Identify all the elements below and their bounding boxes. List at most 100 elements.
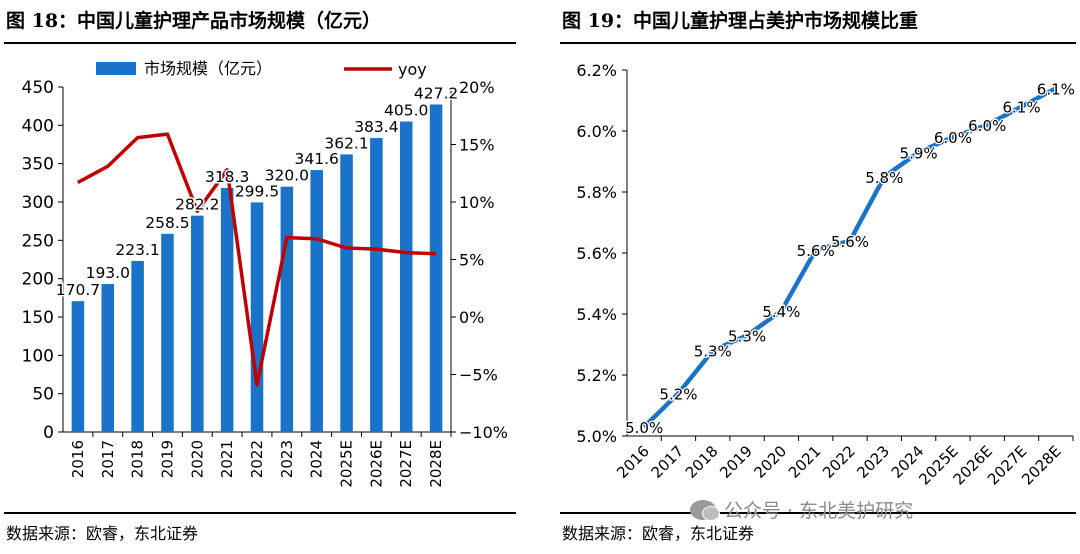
left-figure-title: 图 18：中国儿童护理产品市场规模（亿元） xyxy=(6,10,382,32)
left-y-tick-label: 0 xyxy=(43,423,54,443)
x-tick-label-2020: 2020 xyxy=(188,440,206,478)
share-point-2018 xyxy=(712,350,714,352)
bar-2020 xyxy=(191,215,204,432)
right-bottom-rule xyxy=(560,512,1076,514)
share-point-2026E xyxy=(986,124,988,126)
share-point-2020 xyxy=(780,310,782,312)
bar-label-2027E: 405.0 xyxy=(384,102,428,120)
share-label-2025E: 6.0% xyxy=(934,129,972,147)
share-label-2027E: 6.1% xyxy=(1002,99,1040,117)
bar-2025E xyxy=(340,154,353,432)
bar-label-2023: 320.0 xyxy=(265,167,309,185)
bar-2024 xyxy=(310,170,323,432)
left-figure-panel: 图 18：中国儿童护理产品市场规模（亿元） 0 50 100 150 200 250 300… xyxy=(4,10,516,543)
share-label-2019: 5.3% xyxy=(728,327,766,345)
share-point-2021 xyxy=(815,249,817,251)
right-y-tick-label: −10% xyxy=(459,423,508,442)
right-title-rule xyxy=(560,42,1076,44)
yoy-point-2017 xyxy=(107,165,109,167)
left-y-tick-label: 300 xyxy=(22,193,54,213)
share-label-2021: 5.6% xyxy=(797,242,835,260)
left-y-tick-label: 450 xyxy=(22,78,54,98)
left-chart: 0 50 100 150 200 250 300 350 400 450 −10% −5% 0% 5% 10… xyxy=(22,59,508,488)
share-point-2024 xyxy=(918,151,920,153)
x-tick-label-2022: 2022 xyxy=(248,440,266,478)
x-tick-label-2019: 2019 xyxy=(158,440,176,478)
x-tick-label-2024: 2024 xyxy=(308,440,326,478)
bar-2016 xyxy=(71,301,85,432)
left-y-tick-label: 400 xyxy=(22,116,54,136)
wechat-icon xyxy=(690,500,720,521)
x-tick-label-2025E: 2025E xyxy=(338,440,356,488)
y-tick-label: 5.6% xyxy=(576,244,617,263)
bar-2019 xyxy=(161,233,174,432)
x-tick-label-2018: 2018 xyxy=(129,440,147,478)
right-y-tick-label: 20% xyxy=(459,78,495,97)
x-tick-label-2018: 2018 xyxy=(682,442,722,482)
bar-2026E xyxy=(370,138,383,432)
share-point-2019 xyxy=(746,334,748,336)
x-tick-label-2017: 2017 xyxy=(648,442,688,482)
share-label-2020: 5.4% xyxy=(762,303,800,321)
y-tick-label: 5.4% xyxy=(576,305,617,324)
x-tick-label-2026E: 2026E xyxy=(367,440,385,488)
x-tick-label-2016: 2016 xyxy=(613,442,653,482)
x-tick-label-2023: 2023 xyxy=(278,440,296,478)
share-point-2028E xyxy=(1055,87,1057,89)
share-point-2023 xyxy=(883,176,885,178)
share-line xyxy=(642,86,1057,429)
y-tick-label: 6.2% xyxy=(576,61,617,80)
right-y-tick-label: 0% xyxy=(459,308,484,327)
legend-line-label: yoy xyxy=(398,60,427,79)
right-figure-panel: 图 19：中国儿童护理占美护市场规模比重 5.0% 5.2% 5.4% 5.6% 5.8… xyxy=(556,0,1080,554)
share-label-2017: 5.2% xyxy=(659,385,697,403)
share-label-2024: 5.9% xyxy=(900,144,938,162)
x-tick-label-2027E: 2027E xyxy=(397,440,415,488)
yoy-point-2016 xyxy=(77,181,79,183)
bar-label-2017: 193.0 xyxy=(86,264,130,282)
x-tick-label-2028E: 2028E xyxy=(427,440,445,488)
share-point-2027E xyxy=(1021,106,1023,108)
y-tick-label: 5.8% xyxy=(576,183,617,202)
bar-2021 xyxy=(220,187,234,432)
bar-label-2016: 170.7 xyxy=(56,281,100,299)
left-y-tick-label: 50 xyxy=(32,385,54,405)
bar-label-2026E: 383.4 xyxy=(354,118,398,136)
yoy-point-2020 xyxy=(196,210,198,212)
yoy-point-2022 xyxy=(256,384,258,386)
x-tick-label-2019: 2019 xyxy=(716,442,756,482)
yoy-point-2026E xyxy=(375,248,377,250)
share-label-2018: 5.3% xyxy=(694,343,732,361)
x-tick-label-2021: 2021 xyxy=(218,440,236,478)
legend-bar-label: 市场规模（亿元） xyxy=(144,59,272,78)
right-y-tick-label: 5% xyxy=(459,251,484,270)
x-tick-label-2022: 2022 xyxy=(819,442,859,482)
right-figure-title: 图 19：中国儿童护理占美护市场规模比重 xyxy=(562,10,919,32)
y-tick-label: 5.2% xyxy=(576,366,617,385)
bar-label-2020: 282.2 xyxy=(175,196,219,214)
share-label-2022: 5.6% xyxy=(831,233,869,251)
bar-label-2018: 223.1 xyxy=(115,241,159,259)
share-label-2028E: 6.1% xyxy=(1037,80,1075,98)
bar-label-2021: 318.3 xyxy=(205,168,249,186)
yoy-point-2027E xyxy=(405,252,407,254)
yoy-point-2024 xyxy=(316,238,318,240)
x-tick-label-2021: 2021 xyxy=(785,442,825,482)
yoy-point-2023 xyxy=(286,237,288,239)
x-tick-label-2016: 2016 xyxy=(69,440,87,478)
yoy-point-2021 xyxy=(226,169,228,171)
right-y-tick-label: −5% xyxy=(459,366,498,385)
left-bottom-rule xyxy=(4,512,516,514)
y-tick-label: 5.0% xyxy=(576,427,617,446)
share-label-2016: 5.0% xyxy=(625,419,663,437)
right-y-tick-label: 10% xyxy=(459,193,495,212)
bar-2028E xyxy=(429,104,443,432)
yoy-point-2019 xyxy=(166,133,168,135)
share-point-2025E xyxy=(952,136,954,138)
bar-2018 xyxy=(131,260,144,432)
left-y-tick-label: 100 xyxy=(22,346,54,366)
right-source-note: 数据来源：欧睿，东北证券 xyxy=(562,524,755,543)
x-tick-label-2017: 2017 xyxy=(99,440,117,478)
share-point-2017 xyxy=(677,392,679,394)
share-label-2023: 5.8% xyxy=(865,169,903,187)
